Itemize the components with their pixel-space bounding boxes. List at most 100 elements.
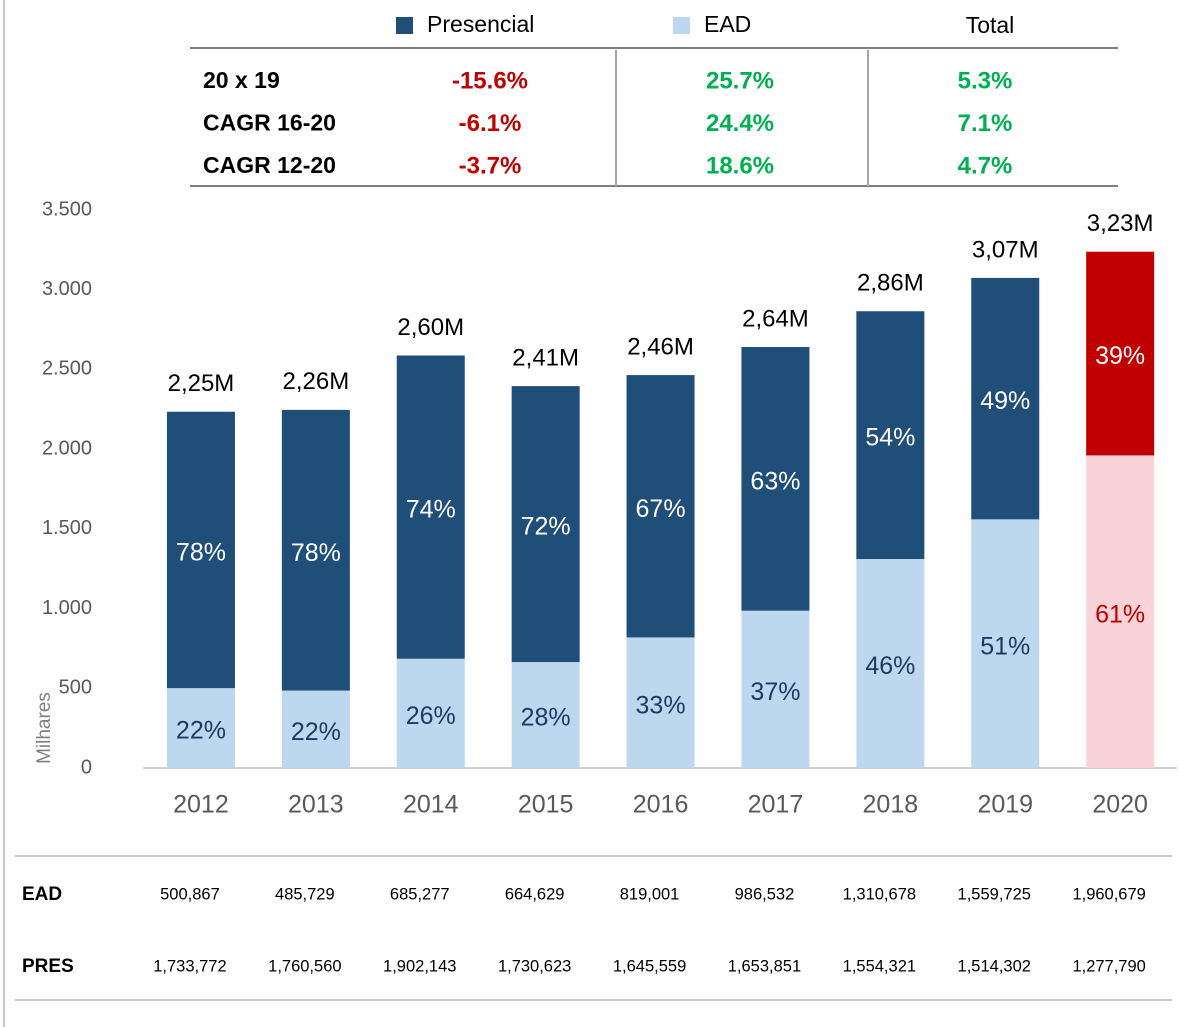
bar-segment [1086, 251, 1155, 456]
data-row-label: PRES [22, 956, 74, 977]
bar-segment [511, 662, 580, 768]
x-tick-label: 2014 [403, 791, 459, 819]
value-label: 33% [636, 691, 686, 719]
x-tick-label: 2015 [518, 791, 574, 819]
bar-segment [741, 347, 810, 611]
value-label: 46% [865, 652, 915, 680]
legend-swatch [396, 17, 413, 34]
value-label: 67% [636, 495, 686, 523]
data-cell: 685,277 [390, 885, 450, 903]
summary-value: 18.6% [706, 152, 774, 179]
summary-value: 25.7% [706, 67, 774, 94]
legend-swatch [673, 17, 690, 34]
total-label: 2,41M [512, 344, 579, 371]
x-tick-label: 2013 [288, 791, 344, 819]
bar-segment [1086, 455, 1155, 768]
legend-label: Presencial [427, 11, 534, 37]
y-tick-label: 2.500 [42, 358, 92, 380]
total-label: 2,60M [397, 314, 464, 341]
legend-label: EAD [704, 11, 751, 37]
bar-segment [511, 386, 580, 663]
summary-value: 4.7% [958, 152, 1013, 179]
data-cell: 1,514,302 [958, 957, 1031, 975]
summary-value: -15.6% [452, 67, 528, 94]
y-tick-label: 3.500 [42, 198, 92, 220]
summary-value: 24.4% [706, 110, 774, 137]
data-cell: 485,729 [275, 885, 335, 903]
value-label: 39% [1095, 342, 1145, 370]
summary-row-label: CAGR 12-20 [203, 152, 336, 178]
value-label: 63% [750, 467, 800, 495]
bar-segment [626, 637, 695, 768]
x-tick-label: 2017 [748, 791, 804, 819]
bar-segment [971, 277, 1040, 520]
x-tick-label: 2016 [633, 791, 689, 819]
value-label: 37% [750, 678, 800, 706]
data-cell: 819,001 [620, 885, 680, 903]
data-cell: 1,277,790 [1072, 957, 1145, 975]
data-cell: 1,645,559 [613, 957, 686, 975]
total-label: 3,23M [1087, 210, 1154, 237]
x-tick-label: 2019 [977, 791, 1033, 819]
x-tick-label: 2012 [173, 791, 229, 819]
data-cell: 1,902,143 [383, 957, 456, 975]
total-header: Total [966, 12, 1015, 38]
data-cell: 1,559,725 [958, 885, 1031, 903]
y-tick-label: 3.000 [42, 278, 92, 300]
value-label: 22% [176, 717, 226, 745]
y-tick-label: 500 [59, 677, 92, 699]
bar-segment [626, 375, 695, 638]
bar-segment [856, 311, 925, 560]
data-cell: 1,310,678 [843, 885, 916, 903]
y-tick-label: 2.000 [42, 437, 92, 459]
bar-segment [971, 519, 1040, 768]
value-label: 22% [291, 718, 341, 746]
data-cell: 1,554,321 [843, 957, 916, 975]
value-label: 78% [291, 539, 341, 567]
y-tick-label: 1.000 [42, 597, 92, 619]
value-label: 74% [406, 496, 456, 524]
data-cell: 500,867 [160, 885, 220, 903]
data-cell: 1,760,560 [268, 957, 341, 975]
total-label: 2,26M [282, 368, 349, 395]
data-cell: 1,730,623 [498, 957, 571, 975]
bar-segment [166, 688, 235, 768]
data-cell: 664,629 [505, 885, 565, 903]
summary-value: 7.1% [958, 110, 1013, 137]
total-label: 2,46M [627, 333, 694, 360]
bar-segment [396, 355, 465, 659]
bar-segment [396, 658, 465, 768]
bar-segment [856, 559, 925, 768]
value-label: 61% [1095, 600, 1145, 628]
data-row-label: EAD [22, 884, 62, 905]
data-cell: 1,733,772 [153, 957, 226, 975]
value-label: 28% [521, 704, 571, 732]
value-label: 51% [980, 632, 1030, 660]
value-label: 49% [980, 387, 1030, 415]
y-axis-label: Milhares [34, 692, 55, 764]
summary-value: -6.1% [459, 110, 522, 137]
total-label: 2,25M [168, 370, 235, 397]
bar-segment [741, 610, 810, 768]
value-label: 72% [521, 513, 571, 541]
summary-value: -3.7% [459, 152, 522, 179]
x-tick-label: 2020 [1092, 791, 1148, 819]
value-label: 54% [865, 424, 915, 452]
data-cell: 1,960,679 [1072, 885, 1145, 903]
bar-segment [281, 409, 350, 691]
total-label: 2,64M [742, 305, 809, 332]
summary-row-label: 20 x 19 [203, 67, 280, 93]
value-label: 26% [406, 702, 456, 730]
summary-value: 5.3% [958, 67, 1013, 94]
total-label: 2,86M [857, 270, 924, 297]
y-tick-label: 0 [81, 756, 92, 778]
summary-row-label: CAGR 16-20 [203, 110, 336, 136]
y-tick-label: 1.500 [42, 517, 92, 539]
total-label: 3,07M [972, 236, 1039, 263]
data-cell: 986,532 [735, 885, 795, 903]
bar-segment [166, 411, 235, 689]
data-cell: 1,653,851 [728, 957, 801, 975]
value-label: 78% [176, 539, 226, 567]
x-tick-label: 2018 [863, 791, 919, 819]
